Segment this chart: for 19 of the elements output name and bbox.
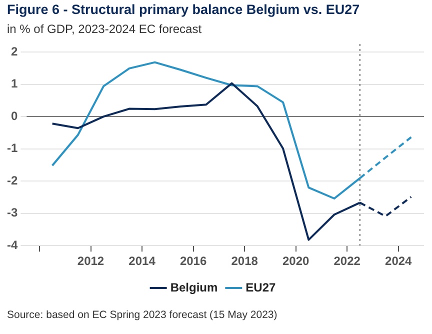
chart-title: Figure 6 - Structural primary balance Belgium vs. EU27: [7, 2, 360, 17]
x-tick-label: 2014: [128, 254, 156, 268]
y-tick-label: 1: [10, 76, 18, 91]
x-tick-label: 2022: [334, 254, 361, 268]
source-note: Source: based on EC Spring 2023 forecast (15 May 2023): [7, 309, 278, 321]
y-tick-label: -4: [7, 238, 18, 252]
y-tick-label: -2: [7, 173, 18, 188]
y-tick-label: -3: [7, 206, 18, 220]
x-tick-label: 2024: [385, 254, 412, 268]
legend-label: EU27: [246, 280, 276, 294]
x-tick-label: 2020: [282, 254, 310, 268]
x-tick-label: 2012: [77, 254, 104, 268]
y-tick-label: 2: [10, 44, 18, 58]
y-tick-label: -1: [7, 141, 18, 156]
legend-label: Belgium: [170, 280, 218, 294]
chart-subtitle: in % of GDP, 2023-2024 EC forecast: [7, 22, 202, 36]
x-tick-label: 2016: [180, 254, 207, 268]
x-tick-label: 2018: [231, 254, 258, 268]
y-tick-label: 0: [10, 108, 18, 123]
